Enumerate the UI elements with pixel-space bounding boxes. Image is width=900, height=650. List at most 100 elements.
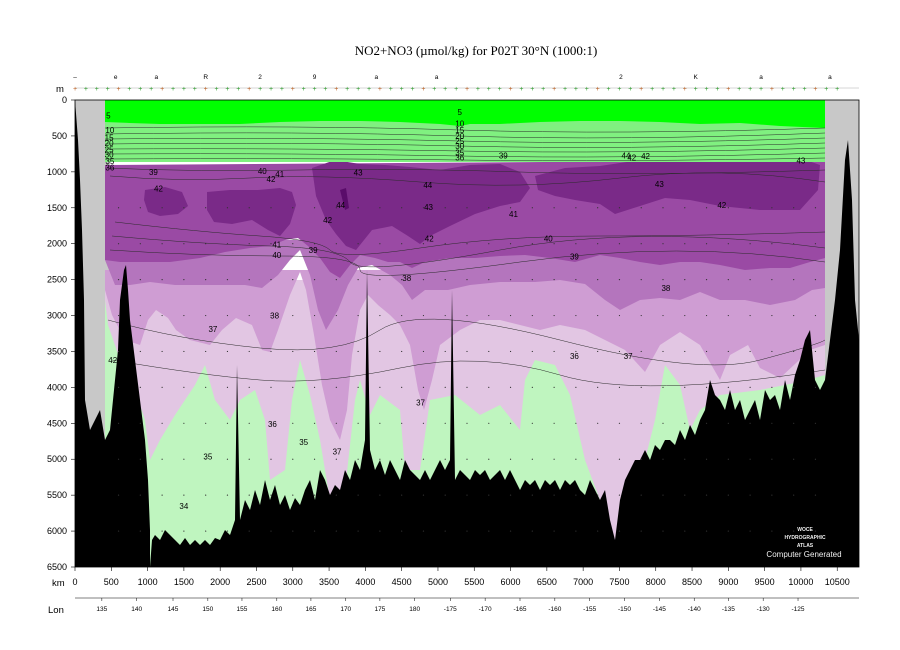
station-plus-marker: +	[149, 86, 153, 93]
sample-dot	[205, 494, 207, 496]
sample-dot	[814, 243, 817, 245]
sample-dot	[444, 458, 446, 460]
sample-dot	[575, 530, 577, 532]
sample-dot	[357, 243, 359, 245]
sample-dot	[270, 422, 272, 424]
station-plus-marker: +	[803, 86, 807, 93]
sample-dot	[422, 314, 425, 317]
contour-label: 15	[455, 126, 464, 135]
sample-dot	[161, 207, 163, 209]
sample-dot	[292, 458, 294, 460]
sample-dot	[662, 279, 664, 281]
contour-label: 34	[678, 444, 687, 453]
sample-dot	[793, 279, 795, 281]
sample-dot	[553, 458, 555, 460]
sample-dot	[335, 243, 337, 245]
sample-dot	[401, 279, 403, 281]
sample-dot	[640, 530, 642, 532]
depth-tick-label: 6000	[47, 526, 67, 536]
depth-tick-label: 3500	[47, 346, 67, 356]
contour-label: 20	[455, 132, 464, 141]
station-plus-marker: +	[84, 86, 88, 93]
sample-dot	[248, 458, 250, 460]
sample-dot	[684, 386, 686, 388]
km-tick-label: 6000	[501, 577, 521, 587]
contour-label: 20	[105, 139, 114, 148]
sample-dot	[335, 279, 337, 281]
station-plus-marker: +	[204, 86, 208, 93]
sample-dot	[117, 207, 120, 209]
station-plus-marker: +	[661, 86, 665, 93]
station-plus-marker: +	[323, 86, 327, 93]
sample-dot	[705, 458, 708, 460]
contour-label: 42	[267, 175, 276, 184]
sample-dot	[205, 386, 207, 388]
contour-label: 42	[425, 235, 434, 244]
sample-dot	[379, 207, 381, 209]
sample-dot	[727, 530, 729, 532]
sample-dot	[814, 386, 817, 388]
sample-dot	[226, 494, 229, 496]
sample-dot	[401, 207, 403, 209]
sample-dot	[684, 350, 686, 353]
sample-dot	[684, 530, 686, 532]
sample-dot	[226, 422, 229, 424]
sample-dot	[509, 314, 512, 317]
contour-label: 38	[402, 274, 411, 283]
sample-dot	[553, 279, 555, 281]
sample-dot	[422, 207, 425, 209]
band-surface-bright	[105, 100, 825, 128]
sample-dot	[814, 422, 817, 424]
depth-tick-label: 5500	[47, 490, 67, 500]
sample-dot	[139, 494, 141, 496]
band-42-central	[312, 160, 530, 250]
sample-dot	[793, 314, 795, 317]
sample-dot	[727, 243, 729, 245]
sample-dot	[422, 458, 425, 460]
bottom-topography	[75, 100, 859, 567]
sample-dot	[618, 314, 621, 317]
sample-dot	[444, 243, 446, 245]
sample-dot	[553, 243, 555, 245]
sample-dot	[640, 243, 642, 245]
sample-dot	[771, 314, 773, 317]
lon-tick-label: -170	[479, 606, 492, 613]
sample-dot	[139, 207, 141, 209]
station-label: e	[114, 74, 118, 81]
lon-tick-label: -160	[548, 606, 561, 613]
sample-dot	[488, 530, 490, 532]
sample-dot	[335, 494, 337, 496]
sample-dot	[727, 279, 729, 281]
station-plus-marker: +	[269, 86, 273, 93]
band-44	[340, 188, 349, 210]
sample-dot	[793, 422, 795, 424]
sample-dot	[509, 422, 512, 424]
sample-dot	[509, 494, 512, 496]
sample-dot	[292, 207, 294, 209]
sample-dot	[183, 386, 185, 388]
sample-dot	[292, 386, 294, 388]
sample-dot	[205, 350, 207, 353]
sample-dot	[335, 530, 337, 532]
station-label: R	[203, 74, 208, 81]
lon-axis: 135 140 145 150 155 160 165 170 175 180 -175 -170 -1…	[96, 598, 805, 613]
sample-dot	[205, 458, 207, 460]
sample-dot	[270, 243, 272, 245]
contour-label: 40	[544, 235, 553, 244]
km-tick-label: 3000	[283, 577, 303, 587]
sample-dot	[357, 279, 359, 281]
sample-dot	[161, 530, 163, 532]
station-plus-marker: +	[454, 86, 458, 93]
sample-dot	[662, 458, 664, 460]
sample-dot	[684, 243, 686, 245]
sample-dot	[771, 279, 773, 281]
sample-dot	[727, 458, 729, 460]
sample-dot	[335, 422, 337, 424]
sample-dot	[139, 350, 141, 353]
lon-tick-label: 165	[305, 606, 316, 613]
sample-dot	[292, 530, 294, 532]
sample-dot	[161, 458, 163, 460]
lon-tick-label: -155	[583, 606, 596, 613]
sample-dot	[618, 386, 621, 388]
